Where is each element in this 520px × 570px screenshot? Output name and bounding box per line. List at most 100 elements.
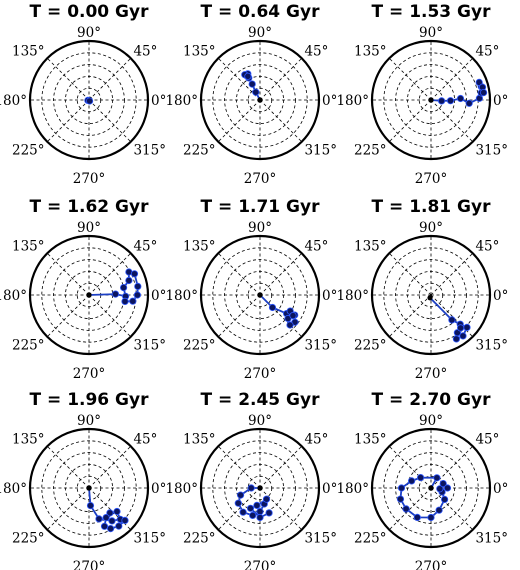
theta-tick-label: 0° — [151, 481, 166, 497]
data-point — [252, 88, 260, 96]
polar-rim — [370, 39, 492, 161]
data-point — [262, 495, 271, 503]
data-point — [237, 491, 245, 499]
theta-tick-label: 225° — [183, 142, 216, 158]
data-point — [465, 99, 473, 107]
polar-panel-9: T = 2.70 Gyr 90° 45° 0° 315° 270° 225° 180° 135° — [336, 390, 508, 570]
theta-tick-label: 270° — [415, 559, 448, 570]
data-point — [253, 501, 261, 509]
angular-gridline — [388, 99, 432, 143]
data-point — [475, 78, 483, 87]
polar-panel-1: T = 0.00 Gyr 90° 45° 0° 315° 270° 225° 180° 135° — [0, 2, 166, 187]
data-point — [435, 506, 443, 514]
data-point — [427, 513, 435, 522]
panel-title: T = 2.70 Gyr — [372, 390, 492, 410]
polar-rim — [199, 39, 321, 161]
radial-gridline — [41, 52, 137, 148]
data-point — [433, 474, 441, 482]
data-point — [107, 524, 115, 533]
data-point — [239, 508, 247, 516]
angular-gridline — [217, 445, 261, 489]
theta-tick-label: 180° — [165, 93, 198, 109]
data-point — [247, 484, 255, 492]
theta-tick-label: 225° — [354, 142, 387, 158]
data-point — [86, 485, 92, 491]
polar-panel-4: T = 1.62 Gyr 90° 45° 0° 315° 270° 225° 180° 135° — [0, 197, 166, 382]
angular-gridline — [217, 487, 261, 531]
data-point — [428, 97, 434, 103]
theta-tick-label: 90° — [248, 25, 272, 41]
angular-gridline — [430, 252, 474, 296]
data-point — [129, 297, 137, 305]
theta-tick-label: 225° — [12, 142, 45, 158]
angular-gridline — [88, 294, 132, 338]
theta-tick-label: 315° — [133, 142, 166, 158]
angular-gridline — [430, 487, 474, 531]
theta-tick-label: 180° — [336, 481, 369, 497]
panel-title: T = 1.53 Gyr — [372, 2, 492, 22]
theta-tick-label: 270° — [415, 366, 448, 382]
data-point — [479, 89, 488, 97]
angular-gridline — [430, 99, 474, 143]
data-point — [133, 291, 141, 299]
theta-tick-label: 135° — [354, 239, 387, 255]
data-point — [397, 484, 406, 492]
angular-gridline — [388, 445, 432, 489]
polar-rim — [370, 234, 492, 356]
theta-tick-label: 45° — [133, 239, 157, 255]
theta-tick-label: 0° — [493, 93, 508, 109]
angular-gridline — [259, 445, 303, 489]
theta-tick-label: 90° — [248, 413, 272, 429]
data-point — [428, 485, 434, 491]
angular-gridline — [88, 99, 132, 143]
panel-title: T = 1.96 Gyr — [30, 390, 150, 410]
data-point — [407, 477, 416, 485]
data-point — [286, 321, 294, 329]
data-point — [265, 509, 273, 517]
data-point — [257, 292, 263, 298]
theta-tick-label: 135° — [354, 432, 387, 448]
polar-panel-8: T = 2.45 Gyr 90° 45° 0° 315° 270° 225° 180° 135° — [165, 390, 337, 570]
theta-tick-label: 135° — [354, 44, 387, 60]
theta-tick-label: 0° — [322, 288, 337, 304]
polar-panel-7: T = 1.96 Gyr 90° 45° 0° 315° 270° 225° 180° 135° — [0, 390, 166, 570]
angular-gridline — [388, 487, 432, 531]
data-point — [396, 495, 405, 503]
angular-gridline — [388, 294, 432, 338]
theta-tick-label: 0° — [322, 481, 337, 497]
radial-gridline — [212, 247, 308, 343]
theta-tick-label: 180° — [336, 288, 369, 304]
theta-tick-label: 45° — [304, 44, 328, 60]
polar-panel-3: T = 1.53 Gyr 90° 45° 0° 315° 270° 225° 180° 135° — [336, 2, 508, 187]
data-point — [108, 517, 116, 525]
polar-panel-2: T = 0.64 Gyr 90° 45° 0° 315° 270° 225° 180° 135° — [165, 2, 337, 187]
angular-gridline — [259, 99, 303, 143]
angular-gridline — [88, 252, 132, 296]
angular-gridline — [46, 57, 90, 101]
data-point — [289, 311, 297, 320]
data-point — [257, 485, 263, 491]
angular-gridline — [88, 57, 132, 101]
data-point — [448, 316, 456, 324]
theta-tick-label: 270° — [415, 171, 448, 187]
theta-tick-label: 180° — [165, 481, 198, 497]
angular-gridline — [430, 57, 474, 101]
theta-tick-label: 90° — [248, 220, 272, 236]
data-point — [125, 276, 133, 285]
angular-gridline — [46, 445, 90, 489]
angular-gridline — [259, 487, 303, 531]
data-point — [246, 504, 255, 512]
data-point — [86, 292, 92, 298]
theta-tick-label: 0° — [493, 481, 508, 497]
data-point — [234, 499, 242, 507]
theta-tick-label: 0° — [151, 288, 166, 304]
theta-tick-label: 180° — [336, 93, 369, 109]
theta-tick-label: 0° — [151, 93, 166, 109]
polar-rim — [370, 427, 492, 549]
angular-gridline — [388, 252, 432, 296]
theta-tick-label: 225° — [12, 530, 45, 546]
angular-gridline — [88, 487, 132, 531]
data-point — [100, 522, 109, 530]
data-point — [121, 297, 129, 305]
